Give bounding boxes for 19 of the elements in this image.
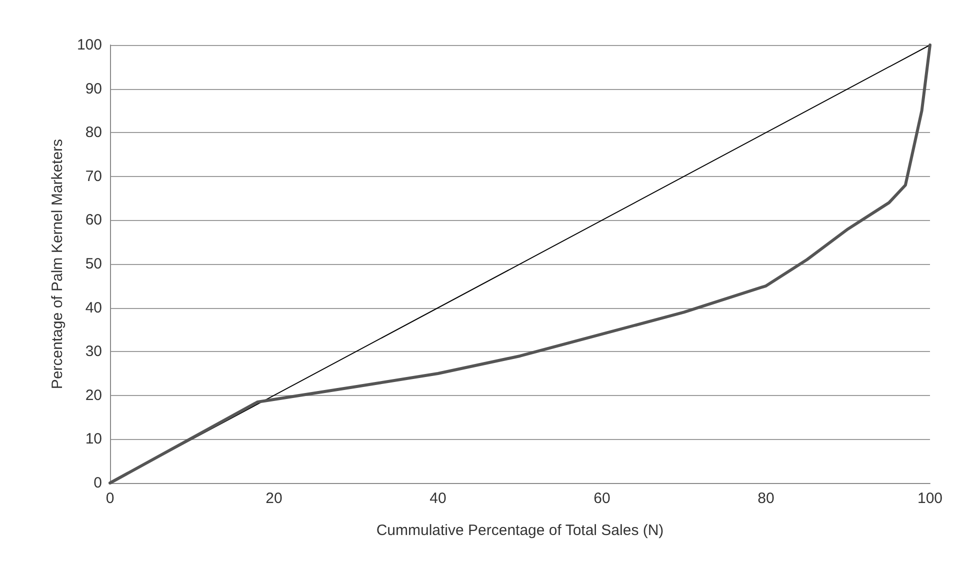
y-tick-label: 10: [85, 430, 102, 448]
y-tick-label: 100: [76, 36, 102, 54]
y-tick-label: 90: [85, 80, 102, 98]
y-tick-label: 40: [85, 299, 102, 316]
y-tick-label: 20: [85, 386, 102, 404]
y-axis-title: Percentage of Palm Kernel Marketers: [49, 138, 66, 390]
x-tick-label: 20: [266, 490, 282, 507]
y-tick-label: 0: [94, 474, 102, 492]
y-tick-label: 80: [85, 124, 102, 142]
x-tick-label: 0: [106, 490, 114, 507]
x-tick-label: 80: [758, 490, 774, 507]
x-tick-label: 100: [917, 490, 943, 507]
y-tick-label: 30: [85, 343, 102, 360]
x-tick-label: 60: [594, 490, 610, 507]
y-tick-label: 50: [85, 256, 102, 272]
y-tick-label: 70: [85, 168, 102, 185]
y-tick-label: 60: [85, 212, 102, 229]
x-tick-label: 40: [430, 490, 446, 507]
x-axis-title: Cummulative Percentage of Total Sales (N): [376, 522, 664, 539]
